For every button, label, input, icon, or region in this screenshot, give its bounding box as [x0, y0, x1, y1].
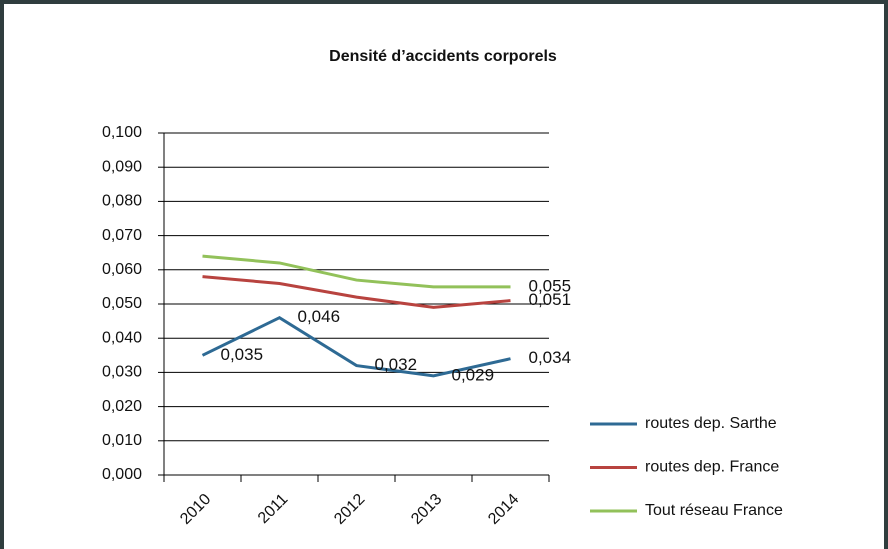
y-tick-label: 0,020	[102, 398, 142, 415]
legend-label: routes dep. Sarthe	[645, 415, 777, 432]
data-label: 0,051	[529, 290, 572, 309]
y-tick-label: 0,100	[102, 124, 142, 141]
data-label: 0,029	[452, 365, 495, 384]
data-label: 0,032	[375, 355, 418, 374]
y-tick-label: 0,070	[102, 227, 142, 244]
legend-label: Tout réseau France	[645, 502, 783, 519]
y-tick-label: 0,060	[102, 261, 142, 278]
data-label: 0,055	[529, 276, 572, 295]
series-line	[201, 315, 511, 378]
legend-label: routes dep. France	[645, 459, 779, 476]
data-label: 0,035	[221, 345, 264, 364]
y-tick-label: 0,010	[102, 432, 142, 449]
series-line	[202, 254, 511, 289]
y-tick-label: 0,030	[102, 364, 142, 381]
y-tick-label: 0,040	[102, 329, 142, 346]
series-line	[202, 275, 511, 309]
data-label: 0,046	[298, 307, 341, 326]
y-tick-label: 0,050	[102, 295, 142, 312]
chart-title: Densité d’accidents corporels	[329, 48, 557, 65]
y-tick-label: 0,090	[102, 158, 142, 175]
y-tick-label: 0,080	[102, 193, 142, 210]
data-label: 0,034	[529, 348, 572, 367]
y-tick-label: 0,000	[102, 466, 142, 483]
